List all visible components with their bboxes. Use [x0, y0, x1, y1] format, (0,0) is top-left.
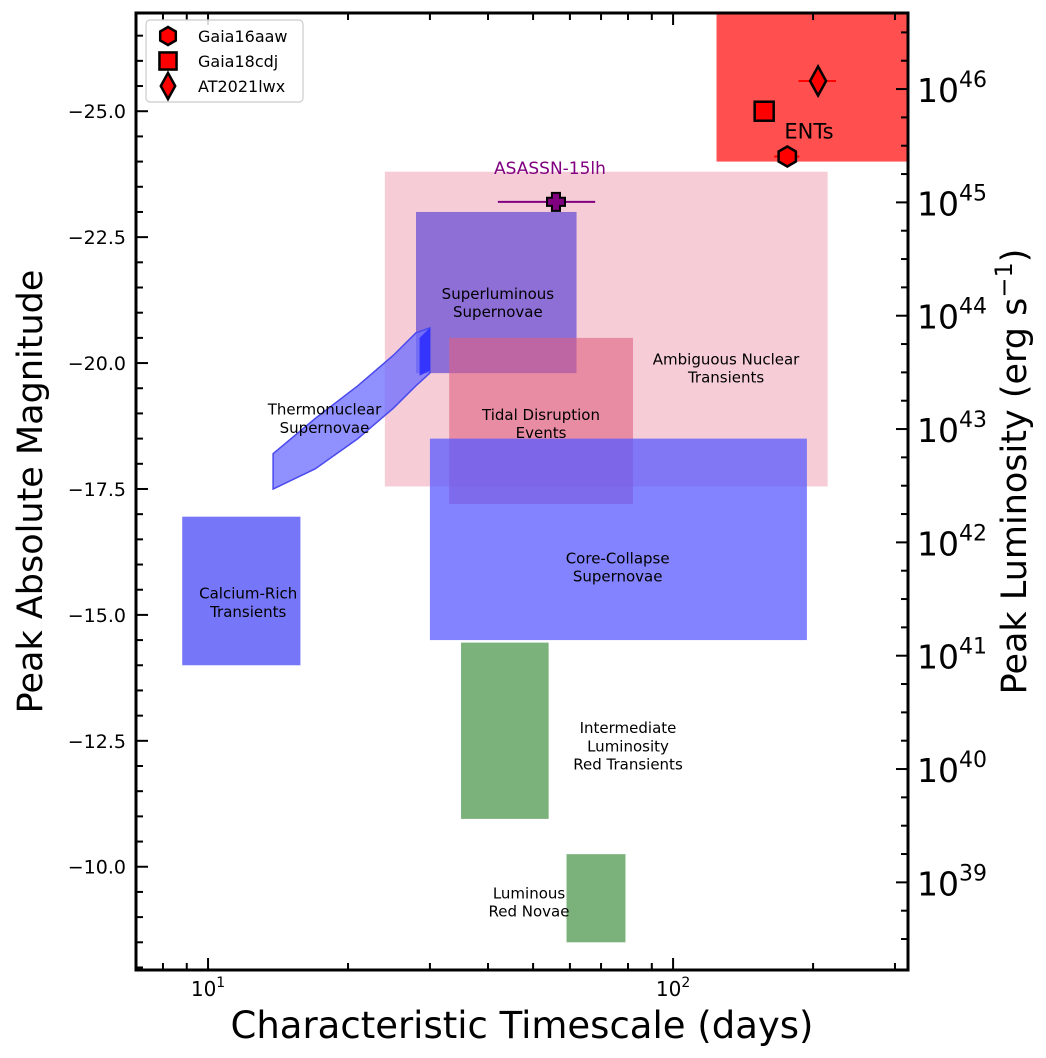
region-calcium-rich-transients	[182, 516, 301, 666]
region-label-ents: ENTs	[784, 119, 833, 143]
region-label-ambiguous-nuclear-transients-line-1: Ambiguous Nuclear	[653, 350, 800, 368]
y2-axis-label: Peak Luminosity (erg s−1)	[990, 249, 1035, 695]
y2-tick-label: 1044	[917, 295, 987, 337]
axes-layer: −25.0 −22.5 −20.0 −17.5 −15.0 −12.5 −10.0 101 10…	[68, 11, 987, 1001]
region-core-collapse-supernovae	[429, 438, 807, 641]
region-thermonuclear-supernovae	[272, 326, 431, 491]
y2-axis-label-close: )	[995, 249, 1035, 263]
legend: Gaia16aaw Gaia18cdj AT2021lwx	[145, 19, 304, 103]
asassn-15lh-label: ASASSN-15lh	[494, 159, 606, 179]
region-label-luminous-red-novae-line-2: Red Novae	[489, 903, 570, 921]
data-layer: ASASSN-15lh	[494, 63, 836, 212]
y-axis-label: Peak Absolute Magnitude	[11, 270, 51, 714]
legend-label-gaia18cdj: Gaia18cdj	[198, 52, 278, 71]
y-tick-label: −22.5	[68, 227, 126, 249]
legend-box	[145, 19, 304, 103]
gaia16aaw-marker	[777, 145, 798, 168]
y2-tick-label: 1045	[917, 181, 987, 223]
region-label-ambiguous-nuclear-transients-line-2: Transients	[687, 369, 764, 387]
region-label-core-collapse-supernovae-line-1: Core-Collapse	[566, 549, 670, 567]
y-tick-label: −15.0	[68, 605, 126, 627]
y2-tick-label: 1039	[917, 861, 987, 903]
y2-tick-label: 1042	[917, 521, 987, 563]
y2-tick-label: 1041	[917, 635, 987, 677]
x-tick-label: 102	[656, 975, 690, 1001]
legend-marker-at2021lwx	[159, 70, 177, 102]
region-label-thermonuclear-supernovae-line-1: Thermonuclear	[267, 401, 382, 419]
thermonuclear-supernovae-tip	[419, 327, 430, 376]
y-tick-label: −10.0	[68, 857, 126, 879]
x-tick-label: 101	[191, 975, 225, 1001]
at2021lwx-marker	[808, 63, 828, 99]
plot-frame	[134, 11, 910, 972]
region-luminous-red-novae	[566, 854, 626, 943]
region-label-intermediate-luminosity-red-transients-line-1: Intermediate	[580, 719, 677, 737]
y2-tick-label: 1043	[917, 408, 987, 450]
gaia18cdj-marker	[753, 100, 775, 122]
region-intermediate-luminosity-red-transients	[461, 642, 549, 819]
region-label-calcium-rich-transients-line-2: Transients	[209, 603, 286, 621]
y2-tick-label: 1046	[917, 68, 987, 110]
y-tick-label: −12.5	[68, 731, 126, 753]
region-label-tidal-disruption-events-line-1: Tidal Disruption	[481, 406, 600, 424]
y-tick-label: −17.5	[68, 479, 126, 501]
y2-axis-label-exponent: −1	[990, 262, 1018, 297]
legend-marker-gaia18cdj	[158, 51, 178, 71]
region-label-luminous-red-novae-line-1: Luminous	[493, 884, 566, 902]
region-label-thermonuclear-supernovae-line-2: Supernovae	[280, 419, 370, 437]
legend-label-gaia16aaw: Gaia16aaw	[198, 27, 288, 46]
region-label-core-collapse-supernovae-line-2: Supernovae	[573, 568, 663, 586]
region-label-intermediate-luminosity-red-transients-line-3: Red Transients	[573, 756, 683, 774]
y-tick-label: −20.0	[68, 353, 126, 375]
region-label-superluminous-supernovae-line-1: Superluminous	[442, 285, 555, 303]
y2-tick-label: 1040	[917, 748, 987, 790]
asassn-15lh-marker	[546, 191, 566, 212]
legend-label-at2021lwx: AT2021lwx	[198, 77, 285, 96]
x-axis-label: Characteristic Timescale (days)	[231, 1004, 814, 1047]
legend-marker-gaia16aaw	[158, 25, 178, 47]
region-layer: Ambiguous NuclearTransientsSuperluminous…	[182, 13, 908, 943]
y2-axis-label-main: Peak Luminosity (erg s	[995, 298, 1035, 695]
region-label-calcium-rich-transients-line-1: Calcium-Rich	[199, 585, 297, 603]
region-label-superluminous-supernovae-line-2: Supernovae	[453, 303, 543, 321]
y-tick-label: −25.0	[68, 101, 126, 123]
region-label-tidal-disruption-events-line-2: Events	[516, 424, 567, 442]
region-label-intermediate-luminosity-red-transients-line-2: Luminosity	[587, 737, 669, 755]
